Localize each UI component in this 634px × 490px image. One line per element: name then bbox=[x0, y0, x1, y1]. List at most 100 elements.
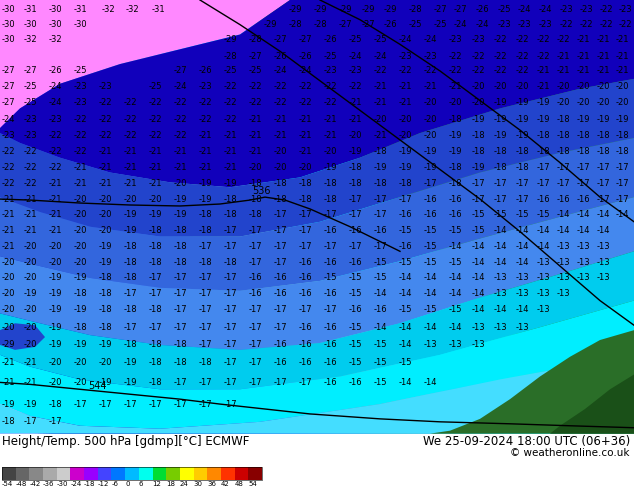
Text: -29: -29 bbox=[288, 5, 302, 14]
Text: -25: -25 bbox=[148, 82, 162, 91]
Text: -17: -17 bbox=[423, 179, 437, 188]
Text: -20: -20 bbox=[48, 258, 61, 267]
Text: -14: -14 bbox=[398, 378, 411, 387]
Text: -15: -15 bbox=[373, 358, 387, 367]
Text: -24: -24 bbox=[48, 98, 61, 107]
Text: -18: -18 bbox=[98, 305, 112, 314]
Text: -18: -18 bbox=[536, 130, 550, 140]
Text: -19: -19 bbox=[48, 305, 61, 314]
Text: -27: -27 bbox=[173, 67, 187, 75]
Text: -20: -20 bbox=[576, 82, 590, 91]
Text: -17: -17 bbox=[123, 323, 137, 332]
Text: -23: -23 bbox=[471, 35, 485, 44]
Text: -21: -21 bbox=[348, 115, 362, 124]
Text: -19: -19 bbox=[348, 147, 362, 156]
Text: -17: -17 bbox=[173, 305, 187, 314]
Text: -15: -15 bbox=[373, 258, 387, 267]
Text: -13: -13 bbox=[556, 258, 570, 267]
Text: -17: -17 bbox=[373, 210, 387, 220]
Text: -15: -15 bbox=[398, 226, 411, 235]
Text: -21: -21 bbox=[249, 130, 262, 140]
Text: -29: -29 bbox=[223, 35, 236, 44]
Text: -18: -18 bbox=[198, 258, 212, 267]
Text: -20: -20 bbox=[98, 358, 112, 367]
Text: -24: -24 bbox=[173, 82, 187, 91]
Text: -21: -21 bbox=[536, 67, 550, 75]
Text: -16: -16 bbox=[536, 195, 550, 203]
Text: -22: -22 bbox=[559, 20, 573, 29]
Text: -24: -24 bbox=[453, 20, 467, 29]
Text: -21: -21 bbox=[198, 130, 212, 140]
Text: -18: -18 bbox=[98, 289, 112, 298]
Text: -14: -14 bbox=[448, 289, 462, 298]
Text: -17: -17 bbox=[198, 399, 212, 409]
Text: -18: -18 bbox=[148, 242, 162, 251]
Text: -14: -14 bbox=[493, 258, 507, 267]
Text: -22: -22 bbox=[424, 67, 437, 75]
Text: -21: -21 bbox=[123, 147, 137, 156]
Text: -22: -22 bbox=[515, 51, 529, 61]
Text: -17: -17 bbox=[248, 341, 262, 349]
Text: -15: -15 bbox=[398, 258, 411, 267]
Text: 12: 12 bbox=[153, 481, 162, 487]
Text: -22: -22 bbox=[148, 98, 162, 107]
Text: -17: -17 bbox=[248, 226, 262, 235]
Text: -22: -22 bbox=[599, 20, 612, 29]
Text: 36: 36 bbox=[207, 481, 216, 487]
Text: -18: -18 bbox=[198, 210, 212, 220]
Text: -18: -18 bbox=[48, 399, 61, 409]
Text: -25: -25 bbox=[408, 20, 422, 29]
Text: -19: -19 bbox=[48, 273, 61, 282]
Text: -23: -23 bbox=[497, 20, 511, 29]
Text: -19: -19 bbox=[48, 323, 61, 332]
Text: -22: -22 bbox=[48, 163, 61, 172]
Text: -18: -18 bbox=[615, 130, 629, 140]
Text: -20: -20 bbox=[23, 341, 37, 349]
Bar bbox=[2, 467, 16, 480]
Text: -18: -18 bbox=[173, 258, 187, 267]
Text: -16: -16 bbox=[323, 258, 337, 267]
Text: -21: -21 bbox=[615, 51, 629, 61]
Text: -14: -14 bbox=[471, 258, 485, 267]
Text: -20: -20 bbox=[48, 378, 61, 387]
Text: -21: -21 bbox=[448, 82, 462, 91]
Text: -19: -19 bbox=[471, 115, 485, 124]
Text: -21: -21 bbox=[273, 130, 287, 140]
Text: -16: -16 bbox=[273, 358, 287, 367]
Text: -27: -27 bbox=[23, 67, 37, 75]
Text: -22: -22 bbox=[223, 82, 236, 91]
Text: 54: 54 bbox=[249, 481, 257, 487]
Text: -18: -18 bbox=[148, 341, 162, 349]
Text: -17: -17 bbox=[73, 399, 87, 409]
Text: -25: -25 bbox=[249, 67, 262, 75]
Text: -21: -21 bbox=[148, 163, 162, 172]
Text: -22: -22 bbox=[198, 115, 212, 124]
Text: -16: -16 bbox=[298, 289, 312, 298]
Text: -17: -17 bbox=[223, 289, 237, 298]
Text: -17: -17 bbox=[576, 163, 590, 172]
Text: -20: -20 bbox=[448, 98, 462, 107]
Bar bbox=[84, 467, 98, 480]
Bar bbox=[249, 467, 262, 480]
Text: -21: -21 bbox=[48, 195, 61, 203]
Text: -16: -16 bbox=[373, 226, 387, 235]
Text: -22: -22 bbox=[618, 20, 631, 29]
Text: -16: -16 bbox=[298, 258, 312, 267]
Text: -20: -20 bbox=[615, 82, 629, 91]
Text: -15: -15 bbox=[448, 258, 462, 267]
Text: -22: -22 bbox=[493, 35, 507, 44]
Text: -17: -17 bbox=[223, 226, 237, 235]
Text: -26: -26 bbox=[198, 67, 212, 75]
Text: -27: -27 bbox=[248, 51, 262, 61]
Text: -27: -27 bbox=[1, 67, 15, 75]
Text: -18: -18 bbox=[596, 147, 610, 156]
Text: -22: -22 bbox=[173, 98, 187, 107]
Text: -13: -13 bbox=[536, 273, 550, 282]
Text: -19: -19 bbox=[74, 305, 87, 314]
Text: -21: -21 bbox=[298, 130, 312, 140]
Text: -18: -18 bbox=[98, 273, 112, 282]
Text: -18: -18 bbox=[148, 358, 162, 367]
Text: -14: -14 bbox=[448, 273, 462, 282]
Text: -25: -25 bbox=[323, 51, 337, 61]
Text: -18: -18 bbox=[596, 130, 610, 140]
